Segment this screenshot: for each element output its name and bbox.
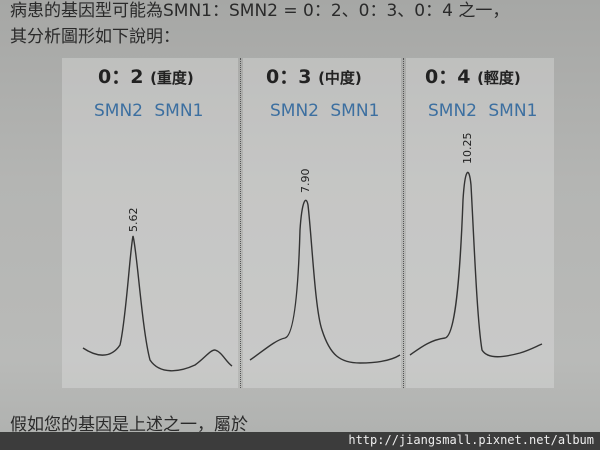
body-text-line-2: 其分析圖形如下說明： xyxy=(10,27,180,47)
panel-title: 0：2 (重度) xyxy=(98,66,194,88)
dotted-divider xyxy=(240,58,241,388)
peak-value-label: 10.25 xyxy=(461,133,474,165)
peak-value-label: 5.62 xyxy=(127,208,140,233)
gene-labels: SMN2 SMN1 xyxy=(270,101,380,121)
body-text-line-3: 假如您的基因是上述之一，屬於 xyxy=(10,415,248,435)
body-text-line-1: 病患的基因型可能為SMN1：SMN2 = 0：2、0：3、0：4 之一， xyxy=(10,1,510,21)
chart-panel-0-2 xyxy=(62,58,238,388)
gene-labels: SMN2 SMN1 xyxy=(428,101,538,121)
peak-curve-0-4 xyxy=(409,171,543,358)
peak-curve-0-2 xyxy=(82,235,233,372)
chart-panel-0-3 xyxy=(243,58,401,388)
dotted-divider xyxy=(403,58,404,388)
peak-value-label: 7.90 xyxy=(299,169,312,194)
peak-curve-0-3 xyxy=(249,199,401,364)
gene-labels: SMN2 SMN1 xyxy=(94,101,204,121)
watermark-bar: http://jiangsmall.pixnet.net/album xyxy=(0,432,600,450)
panel-title: 0：3 (中度) xyxy=(266,66,362,88)
panel-title: 0：4 (輕度) xyxy=(425,66,521,88)
watermark-url: http://jiangsmall.pixnet.net/album xyxy=(348,433,594,447)
